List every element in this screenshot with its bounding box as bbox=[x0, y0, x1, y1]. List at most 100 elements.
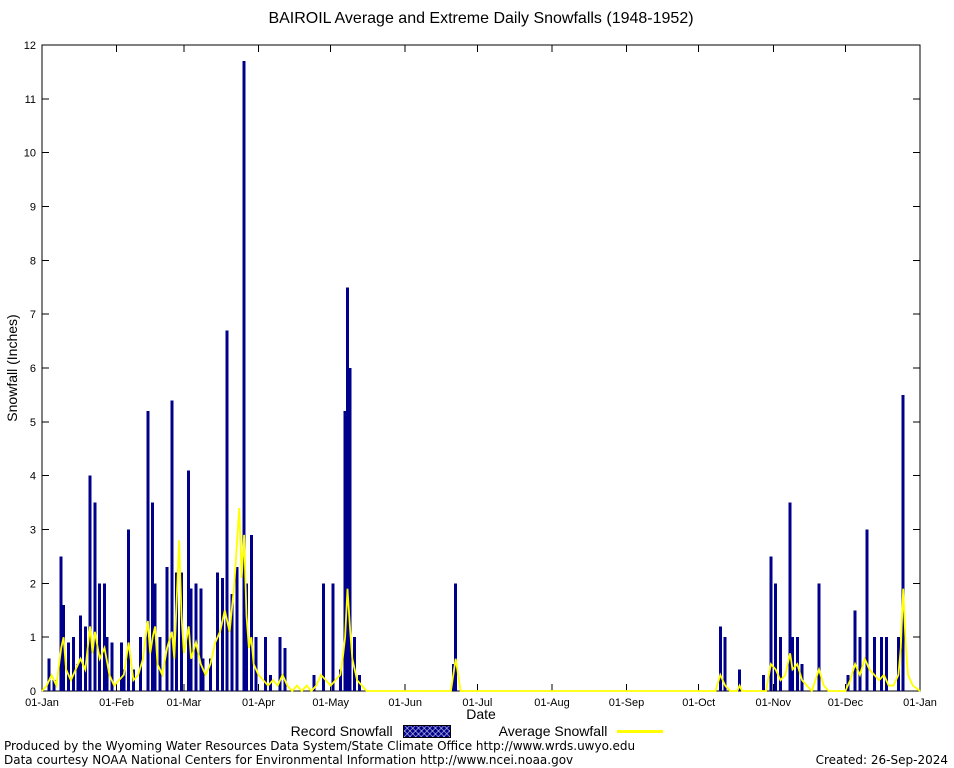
x-tick-label: 01-Jul bbox=[462, 697, 492, 709]
average-line bbox=[41, 507, 921, 693]
record-bar bbox=[738, 669, 742, 691]
record-bar bbox=[225, 330, 229, 691]
record-bar bbox=[331, 583, 335, 691]
record-bar bbox=[769, 556, 773, 691]
record-bar bbox=[718, 626, 722, 691]
record-bar bbox=[235, 567, 239, 691]
record-bar bbox=[158, 637, 162, 691]
record-bar bbox=[119, 642, 123, 691]
x-tick-label: 01-Jan bbox=[903, 697, 937, 709]
chart-legend: Record Snowfall Average Snowfall bbox=[0, 723, 954, 739]
record-bar bbox=[846, 674, 850, 691]
record-bar bbox=[264, 637, 268, 691]
record-bar bbox=[187, 470, 191, 691]
x-tick-label: 01-Mar bbox=[167, 697, 202, 709]
record-bar bbox=[230, 594, 234, 691]
average-snowfall-line-icon bbox=[617, 729, 664, 733]
y-tick-label: 10 bbox=[24, 148, 36, 160]
record-bar bbox=[865, 529, 869, 691]
footer-data-courtesy: Data courtesy NOAA National Centers for … bbox=[4, 753, 574, 767]
record-bar bbox=[353, 637, 357, 691]
x-tick-label: 01-Nov bbox=[756, 697, 792, 709]
record-bar bbox=[83, 626, 87, 691]
y-tick-label: 8 bbox=[30, 255, 36, 267]
legend-record-label: Record Snowfall bbox=[290, 723, 393, 739]
x-tick-label: 01-Feb bbox=[99, 697, 134, 709]
record-bar bbox=[244, 583, 248, 691]
record-bar bbox=[71, 637, 75, 691]
y-tick-label: 9 bbox=[30, 202, 36, 214]
y-tick-label: 3 bbox=[30, 525, 36, 537]
y-tick-label: 0 bbox=[30, 686, 36, 698]
x-tick-label: 01-Aug bbox=[534, 697, 569, 709]
x-tick-label: 01-Apr bbox=[242, 697, 275, 709]
record-bar bbox=[762, 674, 766, 691]
record-bar bbox=[242, 61, 246, 691]
record-bar bbox=[199, 588, 203, 691]
record-bar bbox=[901, 394, 905, 691]
y-tick-label: 2 bbox=[30, 578, 36, 590]
x-tick-label: 01-May bbox=[312, 697, 349, 709]
y-tick-label: 12 bbox=[24, 40, 36, 52]
x-tick-label: 01-Sep bbox=[609, 697, 644, 709]
record-bar bbox=[343, 411, 347, 691]
record-bar bbox=[345, 287, 349, 691]
record-bar bbox=[216, 572, 220, 691]
created-date: Created: 26-Sep-2024 bbox=[815, 753, 948, 767]
record-bar bbox=[348, 368, 352, 691]
record-bar bbox=[778, 637, 782, 691]
record-bar bbox=[175, 572, 179, 691]
footer-produced-by: Produced by the Wyoming Water Resources … bbox=[4, 739, 636, 753]
y-tick-label: 11 bbox=[25, 94, 36, 106]
record-bar bbox=[122, 669, 126, 691]
record-snowfall-swatch-icon bbox=[402, 724, 451, 738]
legend-average-label: Average Snowfall bbox=[498, 723, 608, 739]
x-tick-label: 01-Dec bbox=[828, 697, 864, 709]
x-tick-label: 01-Jan bbox=[25, 697, 59, 709]
record-bar bbox=[110, 642, 114, 691]
x-axis-label: Date bbox=[466, 706, 496, 722]
chart-title: BAIROIL Average and Extreme Daily Snowfa… bbox=[268, 10, 694, 27]
record-bar bbox=[249, 534, 253, 691]
y-tick-label: 7 bbox=[30, 309, 36, 321]
record-bar bbox=[165, 567, 169, 691]
y-tick-label: 5 bbox=[30, 417, 36, 429]
record-bar bbox=[884, 637, 888, 691]
record-bar bbox=[93, 502, 97, 691]
x-tick-label: 01-Oct bbox=[682, 697, 715, 709]
record-bar bbox=[180, 572, 184, 691]
record-bar bbox=[194, 583, 198, 691]
record-bar bbox=[454, 583, 458, 691]
y-tick-label: 4 bbox=[30, 471, 36, 483]
record-bar bbox=[853, 610, 857, 691]
record-bar bbox=[283, 647, 287, 691]
plot-border bbox=[41, 44, 921, 692]
record-bar bbox=[103, 583, 107, 691]
record-bar bbox=[47, 658, 51, 691]
record-bar bbox=[146, 411, 150, 691]
record-bar bbox=[189, 588, 193, 691]
record-bar bbox=[59, 556, 63, 691]
record-bar bbox=[220, 577, 224, 691]
record-bar bbox=[170, 400, 174, 691]
record-bar bbox=[788, 502, 792, 691]
record-bar bbox=[880, 637, 884, 691]
record-bar bbox=[817, 583, 821, 691]
record-bar bbox=[321, 583, 325, 691]
record-bar bbox=[66, 642, 70, 691]
record-bar bbox=[127, 529, 131, 691]
record-bar bbox=[896, 637, 900, 691]
record-bar bbox=[312, 674, 316, 691]
record-bar bbox=[201, 658, 205, 691]
y-tick-label: 1 bbox=[30, 632, 36, 644]
record-bar bbox=[208, 658, 212, 691]
record-bar bbox=[52, 680, 56, 691]
record-bar bbox=[88, 475, 92, 691]
record-bar bbox=[858, 637, 862, 691]
record-bar bbox=[872, 637, 876, 691]
record-bar bbox=[151, 502, 155, 691]
record-bar bbox=[774, 583, 778, 691]
y-tick-label: 6 bbox=[30, 363, 36, 375]
